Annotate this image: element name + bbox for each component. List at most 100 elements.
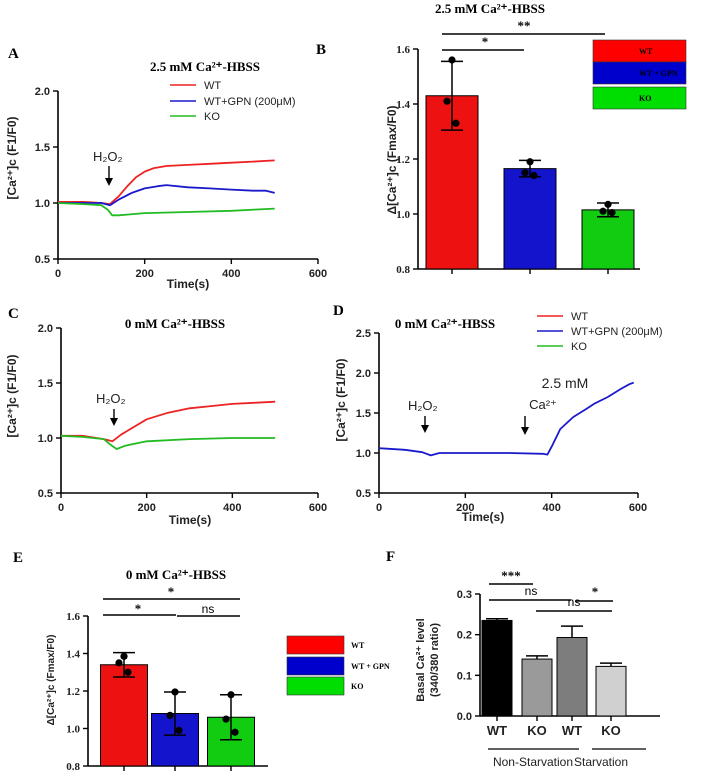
panel-d-annotation: H₂O₂: [408, 398, 438, 413]
data-point: [227, 691, 235, 699]
y-tick-label: 0.8: [396, 264, 410, 276]
significance-label: ns: [525, 584, 538, 598]
panel-e-plot: 0.8 1.0 1.2 1.4 1.6 * * ns: [66, 584, 268, 771]
legend-gpn-label: WT+GPN (200μM): [204, 96, 296, 108]
y-tick-label: 1.4: [66, 649, 80, 661]
data-point: [124, 668, 132, 676]
bar-ko: [581, 209, 635, 270]
panel-e-title: 0 mM Ca²⁺-HBSS: [126, 567, 226, 582]
panel-d-ylabel: [Ca²⁺]c (F1/F0): [334, 358, 348, 441]
panel-d-xlabel: Time(s): [462, 510, 504, 524]
x-tick-label: 600: [309, 502, 327, 514]
data-point: [608, 209, 616, 217]
panel-a-xlabel: Time(s): [167, 277, 209, 291]
panel-d-arrow-icon: [421, 416, 429, 433]
y-tick-label: 1.5: [38, 378, 53, 390]
y-tick-label: 1.0: [66, 724, 80, 736]
legend-wt-label: WT: [204, 80, 221, 92]
panel-a: A 2.5 mM Ca²⁺-HBSS 0 200 400 600 0.5 1.0 1.5 2.…: [5, 46, 327, 291]
panel-c-annotation: H₂O₂: [96, 391, 126, 406]
panel-c-xlabel: Time(s): [169, 513, 211, 527]
series-line-wt: [61, 400, 276, 443]
panel-c-plot: 0 200 400 600 0.5 1.0 1.5 2.0: [38, 323, 327, 514]
y-tick-label: 0.8: [66, 761, 80, 771]
series-line-ko: [60, 434, 276, 450]
significance-label: ns: [568, 595, 581, 609]
bar-wt: [556, 637, 588, 717]
panel-b: B 2.5 mM Ca²⁺-HBSS 0.81.01.21.41.6*** Δ[…: [316, 1, 687, 276]
y-tick-label: 2.0: [38, 323, 53, 335]
x-tick-label: 0: [55, 268, 61, 280]
y-tick-label: 0.3: [457, 589, 472, 601]
panel-e-ylabel: Δ[Ca²⁺]c (Fmax/F0): [46, 635, 57, 726]
legend-gpn-label: WT + GPN: [639, 69, 678, 78]
panel-b-title: 2.5 mM Ca²⁺-HBSS: [435, 1, 545, 16]
panel-e: E 0 mM Ca²⁺-HBSS 0.8 1.0 1.2 1.4 1.6 * * ns Δ[C…: [13, 550, 390, 771]
significance-label: ***: [501, 568, 521, 583]
panel-d-annotation2-line2: Ca²⁺: [529, 397, 557, 412]
panel-c-arrow-icon: [110, 409, 118, 426]
panel-f-letter: F: [386, 549, 395, 565]
y-tick-label: 1.6: [396, 44, 410, 56]
panel-f: F 0.0 0.1 0.2 0.3 WT KO WT KO *** ns ns * Basal Ca²…: [386, 549, 660, 769]
data-point: [530, 171, 538, 180]
legend-ko-label: KO: [351, 682, 363, 691]
x-tick-label: KO: [527, 723, 547, 738]
significance-label: *: [592, 584, 599, 599]
series-line-ko: [57, 202, 275, 217]
data-point: [115, 659, 123, 667]
panel-f-ylabel-line1: Basal Ca²⁺ level: [415, 618, 427, 701]
bar-ko: [521, 658, 553, 717]
x-tick-label: 600: [629, 502, 647, 514]
data-point: [175, 726, 183, 734]
panel-d-legend: WT WT+GPN (200μM) KO: [537, 311, 663, 353]
bar-wt: [481, 619, 513, 717]
series-line-wt: [58, 159, 275, 206]
y-tick-label: 1.2: [396, 154, 410, 166]
data-point: [604, 200, 612, 208]
x-tick-label: 400: [222, 268, 240, 280]
panel-d-annotation2-line1: 2.5 mM: [542, 375, 589, 391]
group-label-starvation: Starvation: [574, 755, 628, 769]
y-tick-label: 1.5: [35, 142, 50, 154]
panel-f-plot: 0.0 0.1 0.2 0.3 WT KO WT KO *** ns ns *: [457, 568, 660, 738]
y-tick-label: 1.5: [356, 408, 371, 420]
panel-b-plot: 0.81.01.21.41.6***: [396, 18, 640, 276]
y-tick-label: 1.0: [38, 433, 53, 445]
y-tick-label: 2.5: [356, 328, 371, 340]
series-line-wt-gpn-200-m: [58, 184, 275, 207]
legend-gpn-swatch: [592, 61, 687, 85]
panel-e-letter: E: [13, 550, 23, 566]
y-tick-label: 2.0: [356, 368, 371, 380]
panel-c-ylabel: [Ca²⁺]c (F1/F0): [5, 354, 19, 437]
panel-b-letter: B: [316, 42, 326, 58]
x-tick-label: 0: [376, 502, 382, 514]
y-tick-label: 0.5: [356, 488, 371, 500]
legend-ko-swatch: [286, 676, 345, 696]
panel-e-legend: WT WT + GPN KO: [286, 635, 390, 696]
legend-ko-label: KO: [204, 111, 220, 123]
y-tick-label: 0.0: [457, 711, 472, 723]
data-point: [222, 715, 230, 723]
data-point: [452, 119, 460, 127]
y-tick-label: 1.0: [396, 209, 410, 221]
panel-a-letter: A: [8, 46, 19, 62]
panel-a-ylabel: [Ca²⁺]c (F1/F0): [5, 116, 19, 199]
panel-b-legend: WT WT + GPN KO: [592, 39, 687, 110]
panel-a-title: 2.5 mM Ca²⁺-HBSS: [150, 59, 260, 74]
y-tick-label: 0.5: [38, 488, 53, 500]
x-tick-label: 400: [542, 502, 560, 514]
series-line-wt-gpn-200-m: [378, 381, 635, 457]
panel-c-title: 0 mM Ca²⁺-HBSS: [125, 316, 225, 331]
group-label-non-starvation: Non-Starvation: [493, 755, 573, 769]
x-tick-label: 200: [135, 268, 153, 280]
bar-ko: [595, 665, 627, 717]
legend-gpn-swatch: [286, 656, 345, 676]
x-tick-label: 0: [58, 502, 64, 514]
data-point: [448, 56, 456, 64]
data-point: [171, 688, 179, 696]
significance-label: *: [168, 584, 175, 599]
panel-d-title: 0 mM Ca²⁺-HBSS: [395, 316, 495, 331]
data-point: [166, 711, 174, 719]
